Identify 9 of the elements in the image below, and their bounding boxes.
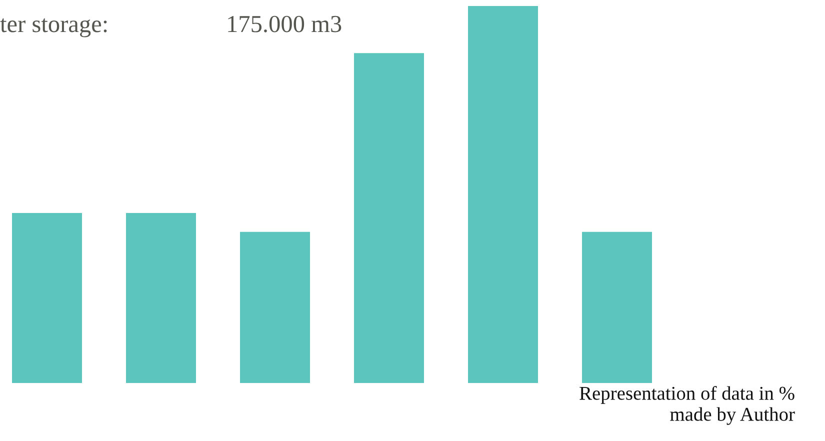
bar [468,6,538,383]
annotation: 175.000 m3 [228,16,342,32]
bar [126,212,196,383]
text: Representation of data in % made by Author [580,386,795,425]
bar [12,212,82,383]
bar [582,232,652,383]
bar [354,53,424,383]
bar [240,232,310,383]
annotation: ter storage: [0,18,107,38]
